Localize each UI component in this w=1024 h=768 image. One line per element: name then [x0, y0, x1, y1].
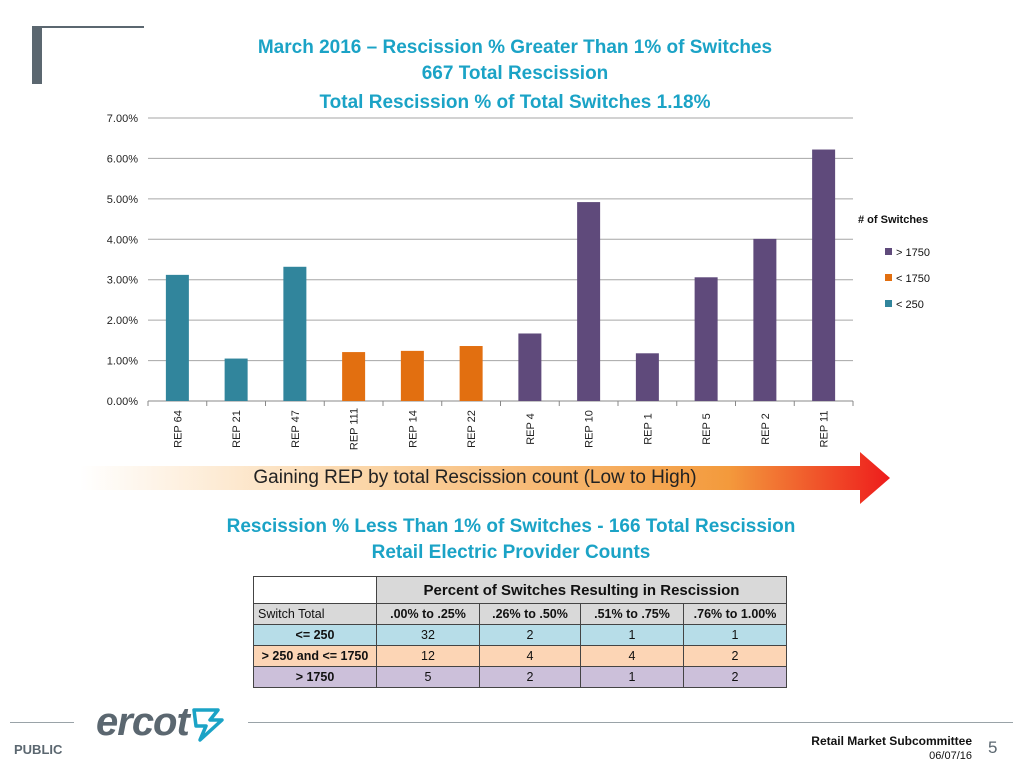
- table-cell: 1: [580, 666, 684, 688]
- table-cell: 2: [683, 645, 787, 667]
- bar: [577, 202, 601, 401]
- x-tick-label: REP 14: [407, 410, 419, 448]
- bar: [635, 353, 659, 401]
- row-label: > 250 and <= 1750: [253, 645, 377, 667]
- table-cell: 2: [479, 666, 581, 688]
- x-tick-label: REP 10: [584, 410, 596, 448]
- x-tick-label: REP 22: [466, 410, 478, 448]
- col-header-range-1: .00% to .25%: [376, 603, 480, 625]
- y-tick-label: 6.00%: [107, 153, 138, 165]
- table-cell: 1: [683, 624, 787, 646]
- x-tick-label: REP 11: [819, 411, 831, 448]
- slide-date: 06/07/16: [929, 750, 972, 762]
- x-tick-label: REP 2: [760, 413, 772, 445]
- committee-name: Retail Market Subcommittee: [811, 734, 972, 748]
- y-tick-label: 4.00%: [107, 234, 138, 246]
- row-label: > 1750: [253, 666, 377, 688]
- table-corner-cell: [253, 576, 377, 604]
- x-tick-label: REP 47: [290, 410, 302, 448]
- table-cell: 32: [376, 624, 480, 646]
- legend-swatch: [885, 248, 892, 255]
- col-header-range-4: .76% to 1.00%: [683, 603, 787, 625]
- table-cell: 2: [479, 624, 581, 646]
- bar: [165, 274, 189, 401]
- col-header-range-3: .51% to .75%: [580, 603, 684, 625]
- direction-arrow: [80, 452, 890, 504]
- table-row: > 1750 5 2 1 2: [253, 666, 787, 688]
- table-super-header: Percent of Switches Resulting in Resciss…: [376, 576, 787, 604]
- x-tick-label: REP 4: [525, 413, 537, 445]
- table-row: <= 250 32 2 1 1: [253, 624, 787, 646]
- bar: [694, 277, 718, 401]
- bar: [400, 350, 424, 401]
- y-tick-label: 1.00%: [107, 356, 138, 368]
- bar: [283, 266, 307, 401]
- page-number: 5: [988, 738, 998, 757]
- subtitle-line-2: Retail Electric Provider Counts: [371, 542, 651, 563]
- table-cell: 5: [376, 666, 480, 688]
- bar: [224, 358, 248, 401]
- table-cell: 4: [479, 645, 581, 667]
- legend-title: # of Switches: [858, 214, 928, 226]
- footer-rule-right: [248, 722, 1013, 723]
- col-header-switch-total: Switch Total: [253, 603, 377, 625]
- y-tick-label: 7.00%: [107, 113, 138, 125]
- x-tick-label: REP 64: [172, 410, 184, 448]
- corner-bracket: [32, 26, 144, 84]
- y-tick-label: 3.00%: [107, 275, 138, 287]
- legend-label: < 1750: [896, 273, 930, 285]
- legend-swatch: [885, 274, 892, 281]
- x-tick-label: REP 5: [701, 413, 713, 445]
- bar: [518, 333, 542, 401]
- chart-title-line-2: 667 Total Rescission: [421, 63, 609, 84]
- x-tick-label: REP 21: [231, 410, 243, 448]
- bar-chart: 0.00% 1.00% 2.00% 3.00% 4.00% 5.00% 6.00% 7.00%…: [107, 113, 930, 450]
- ercot-logo-mark-icon: [192, 708, 224, 742]
- y-tick-label: 0.00%: [107, 396, 138, 408]
- chart-title-line-1: March 2016 – Rescission % Greater Than 1…: [257, 37, 773, 58]
- bar: [459, 346, 483, 401]
- footer-rule-left: [10, 722, 74, 723]
- table-cell: 1: [580, 624, 684, 646]
- x-tick-label: REP 111: [349, 408, 361, 450]
- arrow-label: Gaining REP by total Rescission count (L…: [253, 467, 697, 488]
- table-cell: 4: [580, 645, 684, 667]
- bar: [753, 238, 777, 401]
- x-tick-label: REP 1: [642, 413, 654, 445]
- table-row: > 250 and <= 1750 12 4 4 2: [253, 645, 787, 667]
- legend-swatch: [885, 300, 892, 307]
- chart-title-line-3: Total Rescission % of Total Switches 1.1…: [319, 92, 711, 113]
- bar: [342, 352, 366, 401]
- ercot-logo: ercot: [96, 700, 190, 744]
- col-header-range-2: .26% to .50%: [479, 603, 581, 625]
- row-label: <= 250: [253, 624, 377, 646]
- legend-label: < 250: [896, 299, 924, 311]
- rep-counts-table: Percent of Switches Resulting in Resciss…: [253, 576, 787, 688]
- legend-label: > 1750: [896, 247, 930, 259]
- bar: [812, 149, 836, 401]
- public-label: PUBLIC: [14, 742, 63, 757]
- table-cell: 2: [683, 666, 787, 688]
- table-cell: 12: [376, 645, 480, 667]
- y-tick-label: 2.00%: [107, 315, 138, 327]
- y-tick-label: 5.00%: [107, 194, 138, 206]
- subtitle-line-1: Rescission % Less Than 1% of Switches - …: [226, 516, 796, 537]
